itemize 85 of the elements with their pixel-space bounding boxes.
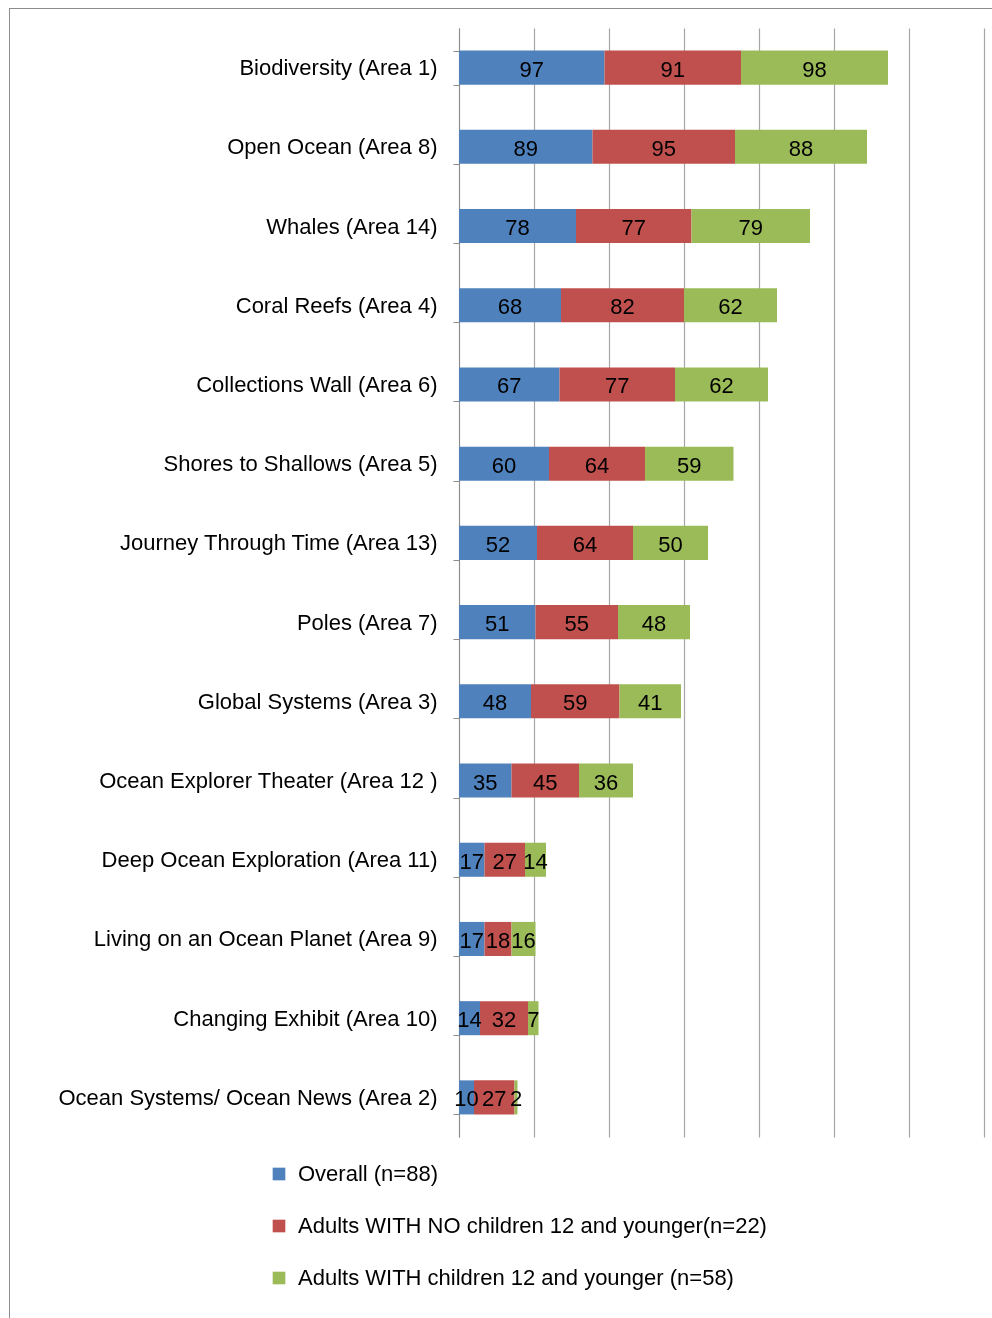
data-label: 45 (533, 769, 558, 795)
bar (459, 129, 593, 164)
data-label: 35 (473, 769, 498, 795)
data-label: 18 (485, 927, 511, 953)
data-label: 62 (718, 294, 743, 320)
y-tick-label: Poles (Area 7) (296, 609, 438, 635)
data-label: 55 (564, 611, 589, 637)
data-label: 64 (584, 452, 610, 478)
bar (511, 763, 579, 798)
bar (684, 288, 777, 323)
bar (559, 367, 675, 402)
bar (537, 525, 633, 560)
legend-label: Overall (n=88) (298, 1161, 439, 1186)
y-tick-label: Journey Through Time (Area 13) (119, 530, 438, 556)
legend-label: Adults WITH NO children 12 and younger(n=22) (298, 1213, 767, 1238)
data-label: 98 (802, 56, 827, 82)
data-label: 32 (491, 1007, 517, 1033)
y-tick-label: Shores to Shallows (Area 5) (163, 451, 438, 477)
data-label: 17 (459, 927, 484, 953)
bar (675, 367, 768, 402)
bar (459, 684, 531, 719)
data-label: 27 (492, 848, 517, 874)
data-label: 16 (511, 927, 536, 953)
bar (459, 288, 561, 323)
data-label: 17 (459, 848, 484, 874)
bar (535, 605, 618, 640)
bar (735, 129, 867, 164)
bar (645, 446, 734, 481)
bar (459, 525, 537, 560)
data-label: 50 (658, 531, 683, 557)
data-label: 7 (527, 1007, 540, 1033)
data-label: 77 (621, 215, 646, 241)
bar (619, 684, 681, 719)
bar (691, 209, 810, 244)
data-label: 78 (505, 215, 530, 241)
bar (459, 763, 512, 798)
y-tick-label: Ocean Systems/ Ocean News (Area 2) (58, 1084, 438, 1110)
data-label: 59 (563, 690, 588, 716)
y-tick-label: Deep Ocean Exploration (Area 11) (101, 847, 438, 873)
data-label: 79 (738, 215, 763, 241)
data-label: 52 (485, 531, 511, 557)
bar (576, 209, 692, 244)
bar (459, 367, 560, 402)
bar (741, 50, 888, 85)
data-label: 62 (709, 373, 734, 399)
data-label: 67 (497, 373, 522, 399)
data-label: 95 (651, 135, 676, 161)
data-label: 89 (513, 135, 538, 161)
bar (592, 129, 735, 164)
data-label: 48 (641, 611, 667, 637)
y-tick-label: Living on an Ocean Planet (Area 9) (93, 926, 438, 952)
bar (459, 209, 576, 244)
legend-label: Adults WITH children 12 and younger (n=58) (298, 1265, 734, 1290)
y-tick-label: Whales (Area 14) (266, 213, 438, 239)
data-label: 59 (677, 452, 702, 478)
bar (531, 684, 620, 719)
data-label: 97 (519, 56, 544, 82)
bar (633, 525, 708, 560)
y-tick-label: Global Systems (Area 3) (197, 688, 438, 714)
data-label: 27 (482, 1086, 507, 1112)
data-label: 82 (610, 294, 635, 320)
y-tick-label: Coral Reefs (Area 4) (235, 292, 438, 318)
bar (549, 446, 645, 481)
bar (561, 288, 684, 323)
data-label: 64 (572, 531, 598, 557)
data-label: 68 (497, 294, 523, 320)
bar (459, 605, 536, 640)
y-tick-label: Biodiversity (Area 1) (239, 55, 438, 81)
data-label: 91 (660, 56, 685, 82)
data-label: 88 (788, 135, 814, 161)
bar (459, 446, 549, 481)
data-label: 77 (605, 373, 630, 399)
y-tick-label: Ocean Explorer Theater (Area 12 ) (99, 768, 438, 794)
y-tick-label: Collections Wall (Area 6) (196, 371, 438, 397)
data-label: 36 (593, 769, 619, 795)
bar (604, 50, 741, 85)
data-label: 60 (491, 452, 517, 478)
y-tick-label: Open Ocean (Area 8) (227, 134, 438, 160)
y-tick-label: Changing Exhibit (Area 10) (173, 1005, 438, 1031)
data-label: 2 (509, 1086, 523, 1112)
data-label: 41 (638, 690, 663, 716)
data-label: 48 (482, 690, 508, 716)
bar (618, 605, 690, 640)
bar (459, 50, 605, 85)
data-label: 51 (485, 611, 510, 637)
